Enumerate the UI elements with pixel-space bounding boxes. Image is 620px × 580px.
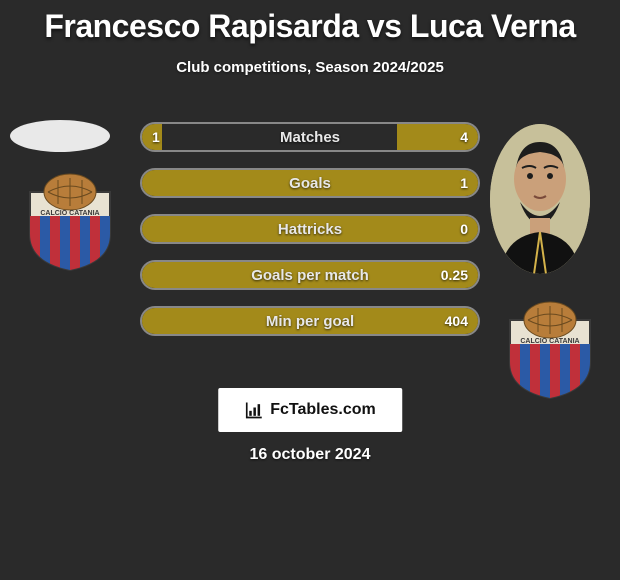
- stat-fill-right: [142, 170, 478, 196]
- svg-text:CALCIO CATANIA: CALCIO CATANIA: [520, 338, 579, 345]
- svg-text:CALCIO CATANIA: CALCIO CATANIA: [40, 210, 99, 217]
- stat-track: [140, 214, 480, 244]
- club-crest-right: CALCIO CATANIA: [500, 300, 600, 400]
- stat-fill-right: [142, 216, 478, 242]
- stat-row: Hattricks0: [140, 214, 480, 244]
- page-title: Francesco Rapisarda vs Luca Verna: [0, 0, 620, 45]
- stat-track: [140, 306, 480, 336]
- stat-track: [140, 168, 480, 198]
- stat-row: Min per goal404: [140, 306, 480, 336]
- bar-chart-icon: [244, 400, 264, 420]
- stats-container: Matches14 Goals1 Hattricks0 Goals per match…: [140, 122, 480, 352]
- stat-fill-right: [397, 124, 478, 150]
- crest-bottom-text: CATANIA: [69, 210, 99, 217]
- badge-text: FcTables.com: [270, 401, 376, 419]
- stat-track: [140, 122, 480, 152]
- crest-top-text: CALCIO: [40, 210, 67, 217]
- stat-fill-right: [142, 262, 478, 288]
- subtitle: Club competitions, Season 2024/2025: [0, 59, 620, 76]
- date-text: 16 october 2024: [0, 446, 620, 464]
- stat-fill-right: [142, 308, 478, 334]
- player-left-avatar: [10, 120, 110, 152]
- stat-track: [140, 260, 480, 290]
- player-right-avatar: [490, 124, 590, 274]
- fctables-badge: FcTables.com: [218, 388, 402, 432]
- club-crest-left: CALCIO CATANIA: [20, 172, 120, 272]
- stat-row: Matches14: [140, 122, 480, 152]
- stat-row: Goals1: [140, 168, 480, 198]
- stat-row: Goals per match0.25: [140, 260, 480, 290]
- stat-fill-left: [142, 124, 162, 150]
